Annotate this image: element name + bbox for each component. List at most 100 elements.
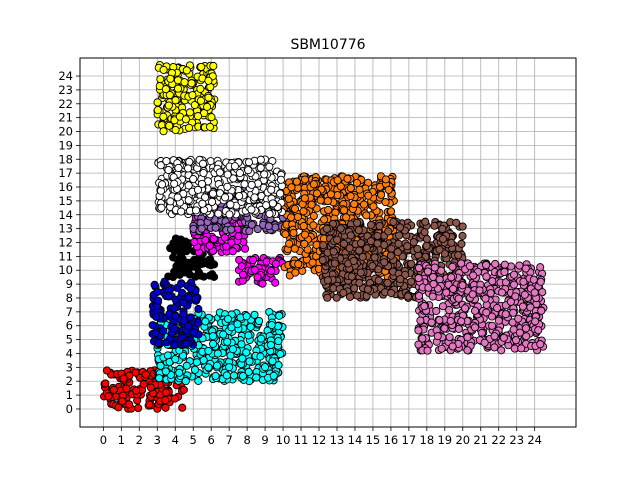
data-point [475,286,484,295]
data-point [171,355,180,364]
data-point [101,379,110,388]
data-point [119,374,128,383]
data-point [196,84,205,93]
data-point [159,112,168,121]
data-point [536,263,545,272]
data-point [457,239,466,248]
data-point [291,268,300,277]
data-point [509,270,519,279]
y-tick-label: 4 [66,346,73,360]
data-point [161,367,170,376]
data-point [182,361,191,370]
x-tick-label: 15 [366,433,381,447]
data-point [333,235,342,244]
data-point [276,175,286,184]
data-point [347,272,356,281]
data-point [171,311,180,320]
data-point [170,303,179,313]
data-point [423,267,432,276]
data-point [155,374,164,383]
data-point [445,333,454,342]
data-point [414,274,423,283]
data-point [193,185,203,194]
data-point [287,183,296,192]
data-point [190,100,199,110]
data-point [300,239,309,248]
data-point [226,200,235,209]
data-point [237,340,246,349]
data-point [118,397,127,406]
data-point [184,321,193,331]
data-point [493,304,502,313]
data-point [394,239,403,248]
data-point [177,207,186,216]
data-point [185,108,195,117]
data-point [188,91,197,100]
y-tick-label: 1 [66,388,73,402]
data-point [511,336,521,345]
y-tick-label: 14 [58,208,73,222]
data-point [461,304,470,313]
data-point [146,383,155,392]
data-point [170,267,179,276]
data-point [234,232,243,241]
data-point [370,253,379,262]
data-point [294,260,303,269]
data-point [369,202,378,211]
data-point [429,279,438,289]
data-point [293,212,302,222]
data-point [442,288,451,297]
data-point [245,357,254,366]
data-point [500,260,509,269]
data-point [237,262,246,271]
data-points [100,61,548,413]
data-point [413,244,422,254]
data-point [309,221,318,230]
data-point [238,372,248,381]
x-tick-label: 20 [455,433,470,447]
data-point [480,338,489,347]
data-point [185,157,194,166]
data-point [164,101,173,110]
data-point [491,259,500,268]
data-point [139,380,148,389]
data-point [233,320,242,329]
y-tick-label: 13 [58,222,73,236]
data-point [363,285,372,294]
y-tick-label: 3 [66,360,73,374]
data-point [517,344,526,353]
data-point [381,175,390,184]
data-point [537,306,546,315]
data-point [395,231,404,240]
data-point [322,224,331,233]
data-point [343,174,352,183]
data-point [488,277,497,286]
data-point [346,231,355,240]
data-point [271,259,281,268]
data-point [172,246,181,255]
data-point [422,235,431,244]
data-point [156,361,165,370]
y-tick-label: 22 [58,97,73,111]
data-point [437,266,446,275]
data-point [300,194,309,203]
data-point [384,185,393,194]
data-point [438,224,447,233]
x-tick-label: 6 [208,433,215,447]
data-point [153,106,162,115]
data-point [204,76,213,85]
data-point [204,93,213,102]
data-point [213,361,222,370]
data-point [284,194,293,203]
data-point [281,230,290,239]
y-tick-label: 19 [58,138,73,152]
y-tick-label: 7 [66,305,73,319]
data-point [289,228,298,237]
data-point [171,125,180,135]
x-axis-ticks: 0 1 2 3 4 5 6 7 8 9 10 11 12 13 14 15 16 17 18 19 20 21 22 23 24 [100,427,542,447]
data-point [482,308,491,317]
data-point [192,294,201,303]
data-point [346,192,355,201]
data-point [449,284,458,294]
data-point [536,277,545,286]
